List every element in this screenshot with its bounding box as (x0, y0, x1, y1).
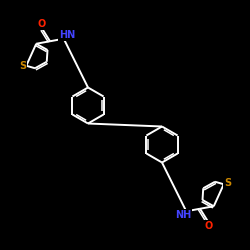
Text: NH: NH (175, 210, 192, 220)
Text: HN: HN (58, 30, 75, 40)
Text: O: O (205, 221, 213, 231)
Text: S: S (19, 61, 26, 71)
Text: O: O (37, 19, 46, 29)
Text: S: S (224, 178, 231, 188)
